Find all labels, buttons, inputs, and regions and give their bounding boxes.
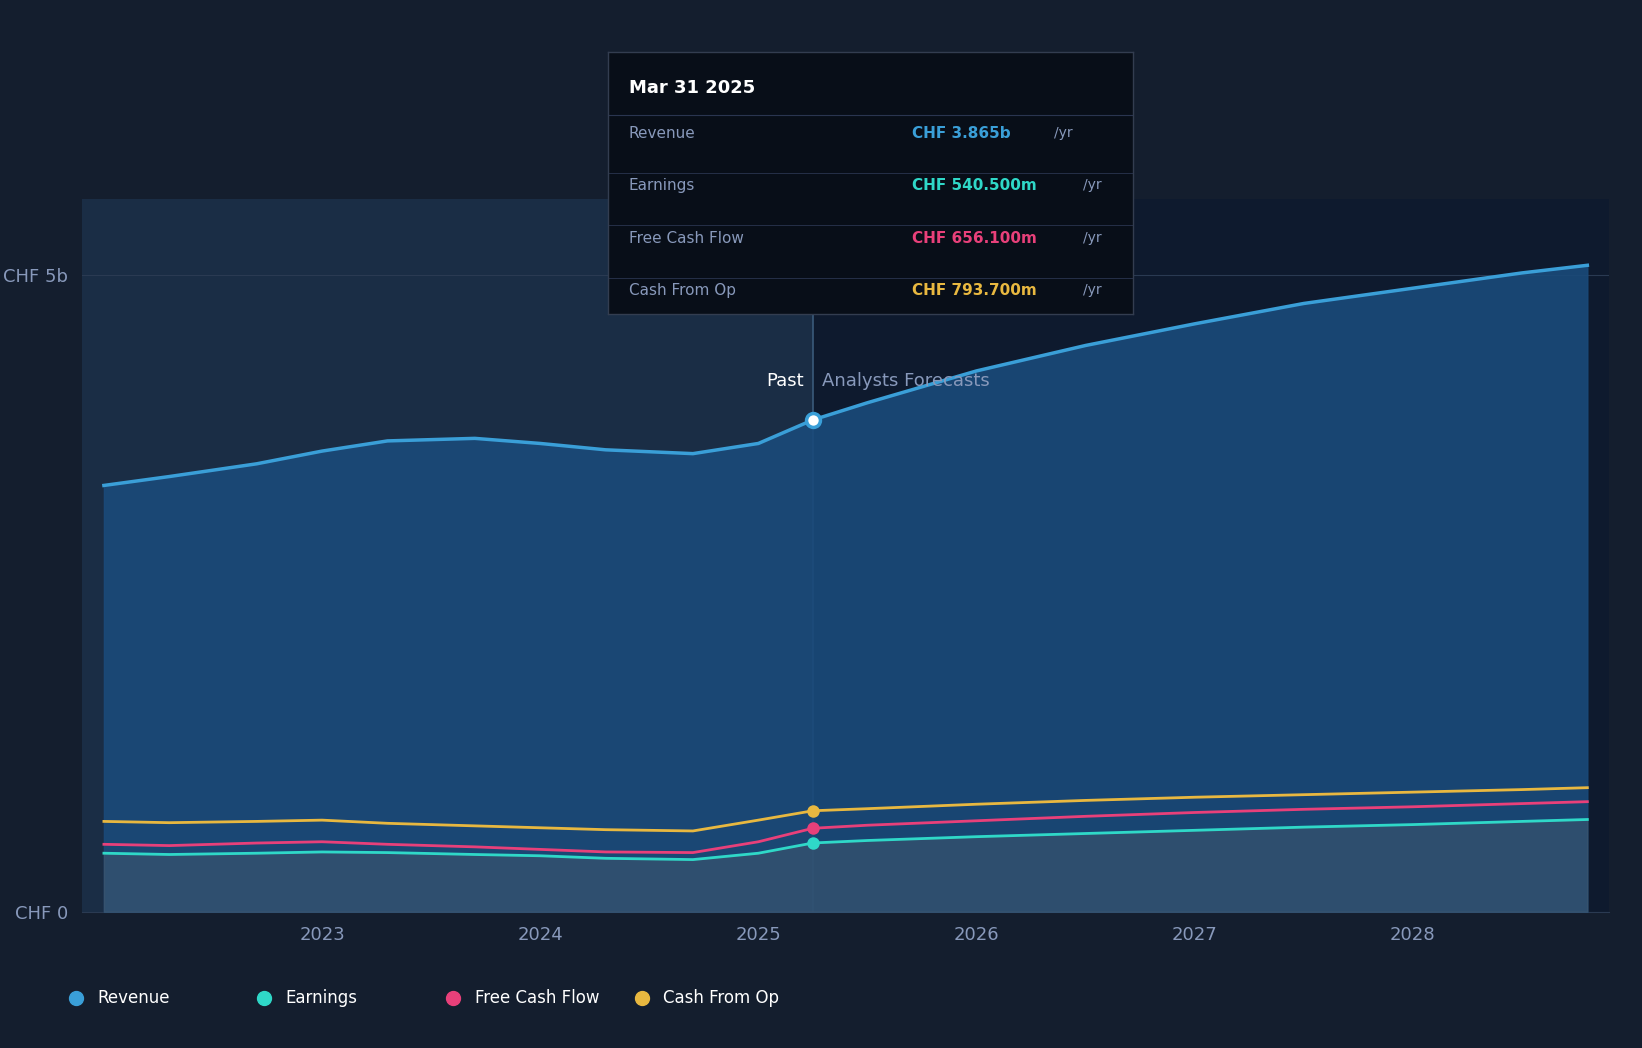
Text: CHF 793.700m: CHF 793.700m [913,283,1038,298]
Text: Past: Past [767,372,805,390]
Text: Earnings: Earnings [286,989,358,1007]
Text: CHF 656.100m: CHF 656.100m [913,231,1038,245]
Text: /yr: /yr [1054,126,1072,139]
Text: CHF 3.865b: CHF 3.865b [913,126,1011,140]
Text: /yr: /yr [1082,231,1102,244]
Text: Cash From Op: Cash From Op [663,989,780,1007]
Text: Earnings: Earnings [629,178,695,193]
Text: Cash From Op: Cash From Op [629,283,736,298]
Text: Analysts Forecasts: Analysts Forecasts [821,372,990,390]
Text: Revenue: Revenue [629,126,695,140]
Bar [82,199,813,912]
Text: /yr: /yr [1082,178,1102,192]
Text: /yr: /yr [1082,283,1102,297]
Text: Free Cash Flow: Free Cash Flow [475,989,599,1007]
Text: Revenue: Revenue [97,989,169,1007]
Bar [813,199,1609,912]
Text: CHF 540.500m: CHF 540.500m [913,178,1038,193]
Text: Free Cash Flow: Free Cash Flow [629,231,744,245]
Text: Mar 31 2025: Mar 31 2025 [629,79,755,96]
